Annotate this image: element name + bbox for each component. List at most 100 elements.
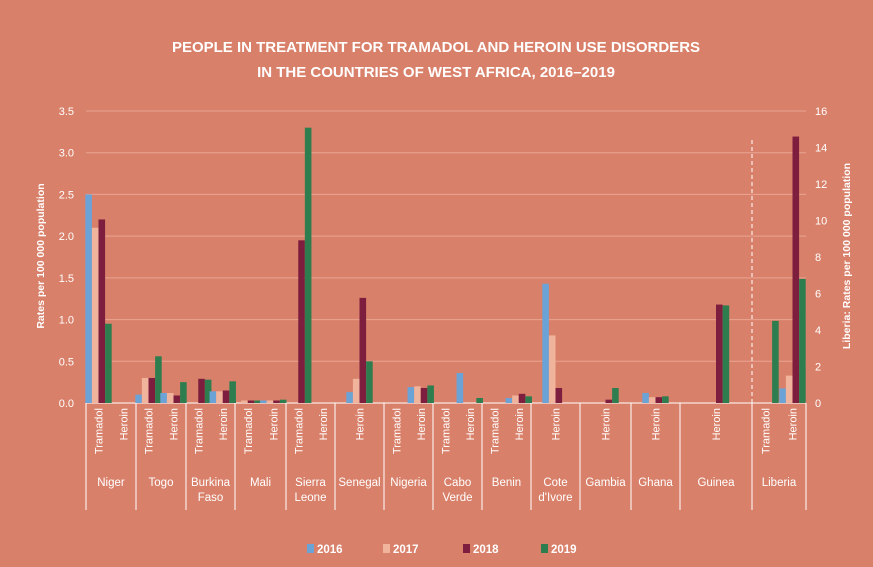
country-label: Burkina [191,477,231,489]
drug-label: Heroin [268,408,280,440]
bar-mali-tramadol-2018 [247,400,255,403]
y-axis-label-right: Liberia: Rates per 100 000 population [841,163,853,349]
drug-label: Tramadol [94,408,106,454]
bar-benin-heroin-2019 [525,396,532,403]
bar-mali-tramadol-2017 [241,400,248,403]
bar-niger-tramadol-2018 [98,219,106,403]
y-tick-right: 4 [815,325,821,337]
legend-swatch-2018 [463,544,470,553]
country-label: Cabo [444,477,472,489]
drug-label: Tramadol [243,408,255,454]
bar-liberia-heroin-2017 [785,375,793,404]
country-label: Ghana [638,477,673,489]
drug-label: Tramadol [193,408,205,454]
bar-mali-heroin-2017 [266,400,274,403]
bar-togo-heroin-2018 [173,395,181,403]
y-tick-right: 14 [815,143,827,155]
bar-senegal-heroin-2019 [366,361,373,403]
legend: 2016 2017 2018 2019 [307,544,577,556]
drug-label: Heroin [318,408,330,440]
country-label: Verde [442,492,472,504]
bar-ghana-heroin-2019 [662,396,669,403]
bar-ghana-heroin-2017 [648,397,656,403]
y-tick-left: 3.5 [59,106,74,118]
drug-label: Tramadol [293,408,305,454]
bar-benin-heroin-2018 [518,393,526,403]
category-labels: Tramadol Heroin Niger Tramadol Heroin Togo Tra… [94,408,800,504]
bar-togo-tramadol-2017 [141,377,149,403]
bar-burkina-faso-heroin-2016 [209,391,217,403]
bar-cote-divore-heroin-2018 [555,387,563,403]
drug-label: Heroin [169,408,181,440]
bar-mali-heroin-2018 [273,400,280,403]
bar-burkina-faso-heroin-2019 [229,381,236,403]
chart-title-line-2: IN THE COUNTRIES OF WEST AFRICA, 2016–20… [257,64,615,81]
drug-label: Heroin [711,408,723,440]
bar-liberia-heroin-2019 [799,278,806,403]
country-label: d'Ivore [538,492,572,504]
legend-swatch-2017 [383,544,390,553]
country-label: Nigeria [390,477,427,489]
country-label: Faso [198,492,224,504]
y-tick-left: 1.0 [59,315,74,327]
drug-label: Heroin [416,408,428,440]
bar-senegal-heroin-2018 [359,297,367,403]
bar-liberia-heroin-2018 [792,136,800,404]
legend-label-2016: 2016 [317,544,343,556]
bar-senegal-heroin-2016 [346,392,353,403]
bar-guinea-heroin-2018 [716,304,723,403]
country-label: Gambia [585,477,626,489]
bar-togo-heroin-2017 [166,392,174,403]
y-tick-right: 8 [815,252,821,264]
country-label: Cote [543,477,567,489]
country-label: Senegal [338,477,380,489]
country-label: Mali [250,477,271,489]
bar-benin-heroin-2016 [505,397,513,403]
drug-label: Tramadol [391,408,403,454]
bar-liberia-heroin-2016 [779,388,786,403]
bar-togo-tramadol-2016 [135,394,142,403]
y-tick-right: 2 [815,362,821,374]
y-tick-left: 3.0 [59,148,74,160]
bar-gambia-heroin-2018 [605,399,613,403]
legend-swatch-2019 [541,544,548,553]
drug-label: Heroin [551,408,563,440]
y-axis-label-left: Rates per 100 000 population [35,183,47,328]
bar-niger-tramadol-2019 [105,323,112,403]
y-tick-left: 2.0 [59,231,74,243]
bar-ghana-heroin-2018 [655,397,663,403]
bar-burkina-faso-tramadol-2019 [204,379,212,403]
bar-burkina-faso-heroin-2018 [222,390,230,403]
bar-guinea-heroin-2019 [722,305,730,403]
bar-nigeria-heroin-2018 [420,387,428,403]
drug-label: Heroin [355,408,367,440]
bar-burkina-faso-tramadol-2018 [198,378,205,403]
country-label: Sierra [295,477,326,489]
drug-label: Heroin [514,408,526,440]
bar-niger-tramadol-2016 [85,194,92,403]
bar-benin-heroin-2017 [512,395,519,403]
drug-label: Heroin [119,408,131,440]
drug-label: Heroin [601,408,613,440]
drug-label: Heroin [465,408,477,440]
legend-label-2019: 2019 [551,544,577,556]
y-tick-left: 2.5 [59,189,74,201]
country-label: Niger [97,477,125,489]
country-label: Benin [492,477,521,489]
bar-cabo-verde-heroin-2019 [476,397,483,403]
drug-label: Heroin [218,408,230,440]
bar-nigeria-heroin-2017 [414,386,421,403]
y-tick-right: 10 [815,216,827,228]
bar-nigeria-heroin-2019 [427,385,434,403]
drug-label: Tramadol [761,408,773,454]
drug-label: Tramadol [144,408,156,454]
legend-label-2018: 2018 [473,544,499,556]
bar-cabo-verde-heroin-2016 [456,372,464,403]
bar-cote-divore-heroin-2016 [542,283,549,403]
bar-sierra-leone-tramadol-2019 [304,127,312,403]
legend-swatch-2016 [307,544,314,553]
y-tick-right: 12 [815,179,827,191]
bar-gambia-heroin-2019 [612,387,619,403]
country-label: Togo [149,477,174,489]
